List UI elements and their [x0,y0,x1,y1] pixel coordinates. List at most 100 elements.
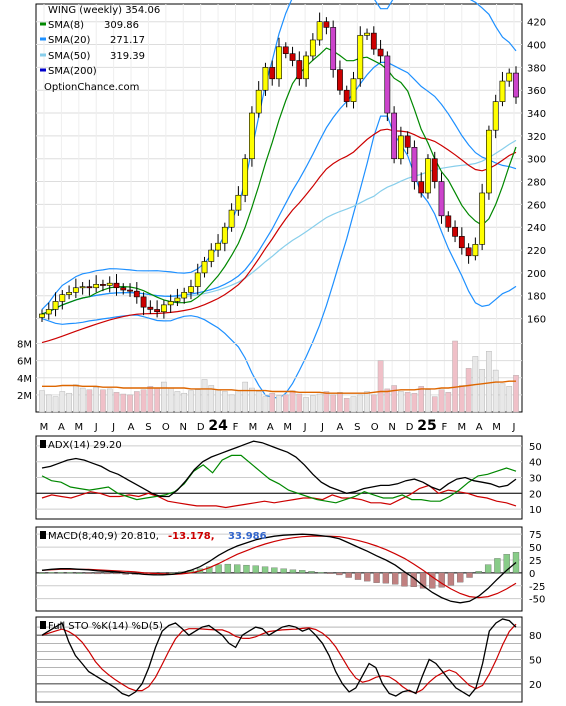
month-label: M [74,422,83,433]
volume-bar [452,340,458,413]
candle-body [465,247,472,257]
candle-body [316,21,323,41]
macd-line [41,533,517,604]
price-ytick: 360 [527,86,546,97]
adx-plus-di-line [41,454,517,504]
volume-bar [398,391,404,413]
candle-body [194,272,201,287]
volume-bar [418,386,425,413]
candle-body [120,287,127,291]
macd-histogram-bar [224,563,232,574]
volume-bar [316,393,323,413]
month-label: M [457,422,466,433]
year-label: 24 [208,418,228,434]
volume-bar [486,351,492,413]
macd-histogram-bar [382,572,390,584]
month-label: S [145,422,151,433]
ytick: 0 [529,569,535,580]
volume-bar [120,393,127,413]
candle-body [364,32,370,36]
macd-histogram-bar [76,572,83,574]
volume-bar [513,375,519,413]
macd-histogram-bar [364,572,371,582]
macd-histogram-bar [215,564,222,574]
volume-bar [364,391,370,413]
candle-body [242,158,249,196]
volume-bar [411,392,418,413]
candle-body [127,289,133,292]
candle-body [296,60,303,80]
candle-body [404,135,411,148]
macd-histogram-bar [466,572,473,578]
volume-bar [371,394,377,413]
candle-body [249,112,255,160]
ema-line [41,128,517,344]
candle-body [370,32,377,50]
volume-bar [39,390,45,413]
volume-bar [384,388,391,413]
candle-body [438,181,445,217]
macd-histogram-bar [373,572,380,583]
volume-bar [167,387,174,413]
x-axis: M A M J J A S O N D 24 F M A M J J A S O N D 25 F M A M J [40,418,516,434]
month-label: A [128,422,135,433]
candle-body [472,244,479,257]
volume-bar [52,396,59,413]
price-ytick: 340 [527,109,546,120]
month-label: A [476,422,483,433]
price-ytick: 300 [527,155,546,166]
macd-histogram-bar [401,572,408,587]
month-label: N [180,422,187,433]
month-label: M [283,422,292,433]
macd-value-2: -13.178, [168,531,215,542]
ytick: -50 [529,595,545,606]
volume-bar [66,392,72,413]
month-label: M [40,422,49,433]
candle-body [458,236,465,249]
volume-average-line [42,380,516,394]
candle-body [215,242,221,251]
candle-body [343,89,350,102]
price-panel: 160 180 200 220 240 260 280 300 320 340 360 380 400 4… [36,0,546,412]
macd-histogram-bar [206,566,213,574]
volume-bar [215,389,221,413]
ytick: 80 [529,631,542,642]
macd-histogram-bar [280,568,287,574]
volume-bar [86,389,93,413]
volume-bar [208,385,215,413]
month-label: A [337,422,344,433]
sto-panel: 20 50 80 Full STO %K(14) %D(5) [36,618,542,697]
price-ytick: 320 [527,132,546,143]
volume-bar [249,387,255,413]
month-label: J [303,422,307,433]
adx-minus-di-line [41,484,517,509]
candle-body [452,226,458,237]
candle-body [79,286,86,289]
volume-bar [330,394,336,413]
volume-bar [357,394,364,413]
volume-bar [188,390,194,413]
macd-histogram-bar [457,572,464,583]
volume-bar [127,394,133,413]
macd-panel: 75 50 25 0 -25 -50 MACD(8,40,9) 20.810, -13.178… [36,530,545,606]
candle-body [479,192,486,245]
volume-bar [222,391,228,413]
price-ytick: 280 [527,178,546,189]
macd-histogram-bar [326,572,334,574]
candle-body [323,21,330,28]
candle-body [140,296,147,308]
macd-histogram-bar [48,572,55,574]
candle-body [52,301,59,310]
legend-sma8: SMA(8) 309.86 [40,20,139,31]
legend-sma200-label: SMA(200) [48,66,97,77]
macd-histogram-bar [289,569,297,574]
volume-bar [391,385,397,413]
candle-body [377,48,384,57]
macd-histogram-bar [103,572,111,575]
volume-bar [93,386,99,413]
macd-histogram-bar [243,564,250,574]
candle-body [276,46,282,80]
macd-histogram-bar [252,565,259,574]
macd-histogram-bar [299,570,306,574]
month-label: M [249,422,258,433]
